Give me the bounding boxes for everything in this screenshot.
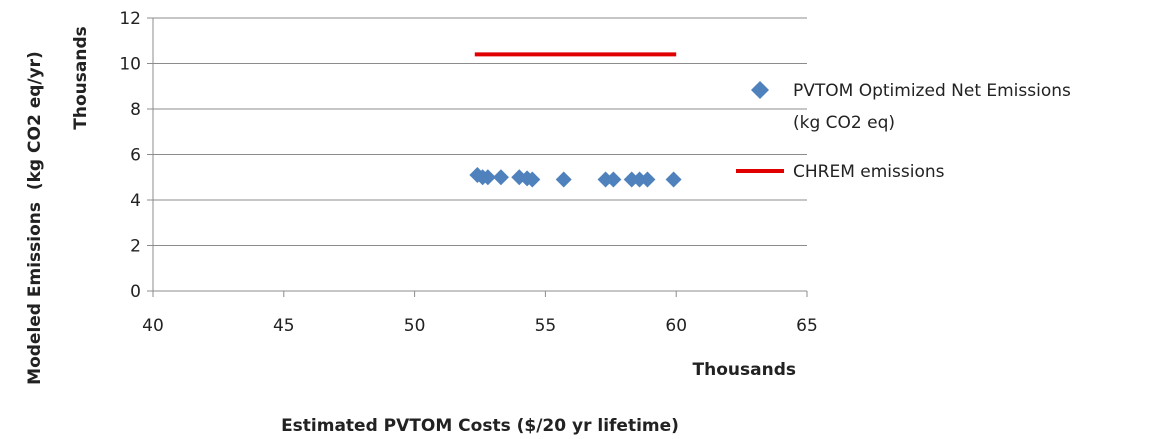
- x-axis-title: Estimated PVTOM Costs ($/20 yr lifetime): [281, 416, 679, 436]
- data-point-diamond: [479, 169, 496, 186]
- axes: [152, 18, 808, 297]
- legend-diamond-marker: [751, 81, 769, 99]
- x-units-label: Thousands: [693, 360, 796, 380]
- x-tick-label: 45: [273, 316, 295, 336]
- y-tick-label: 2: [130, 237, 141, 257]
- y-tick-labels: 0 2 4 6 8 10 12: [119, 9, 141, 302]
- data-point-diamond: [555, 171, 572, 188]
- y-tick-label: 12: [119, 9, 141, 29]
- x-tick-label: 60: [665, 316, 687, 336]
- x-tick-label: 65: [796, 316, 818, 336]
- y-tick-label: 6: [130, 146, 141, 166]
- y-tick-label: 8: [130, 100, 141, 120]
- y-tick-label: 0: [130, 282, 141, 302]
- y-tick-label: 4: [130, 191, 141, 211]
- legend-label-chrem: CHREM emissions: [793, 162, 945, 182]
- legend-label-pvtom-line2: (kg CO2 eq): [793, 113, 895, 133]
- data-point-diamond: [524, 171, 541, 188]
- data-point-diamond: [605, 171, 622, 188]
- x-tick-labels: 40 45 50 55 60 65: [142, 316, 818, 336]
- x-tick-label: 40: [142, 316, 164, 336]
- series: [469, 52, 682, 188]
- x-tick-label: 55: [535, 316, 557, 336]
- y-tick-label: 10: [119, 55, 141, 75]
- y-axis-title: Modeled Emissions (kg CO2 eq/yr): [25, 51, 45, 385]
- legend: PVTOM Optimized Net Emissions (kg CO2 eq…: [736, 81, 1071, 182]
- data-point-diamond: [639, 171, 656, 188]
- legend-item-chrem: CHREM emissions: [736, 162, 945, 182]
- legend-label-pvtom-line1: PVTOM Optimized Net Emissions: [793, 81, 1071, 101]
- gridlines: [147, 17, 807, 292]
- data-point-diamond: [665, 171, 682, 188]
- x-tick-label: 50: [404, 316, 426, 336]
- legend-item-pvtom: PVTOM Optimized Net Emissions (kg CO2 eq…: [751, 81, 1071, 133]
- data-point-diamond: [492, 169, 509, 186]
- y-units-label: Thousands: [71, 26, 91, 129]
